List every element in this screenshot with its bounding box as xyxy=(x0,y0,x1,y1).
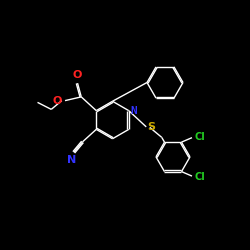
Text: Cl: Cl xyxy=(194,172,205,182)
Text: S: S xyxy=(148,122,156,132)
Text: O: O xyxy=(52,96,62,106)
Text: N: N xyxy=(68,155,77,165)
Text: O: O xyxy=(73,70,82,80)
Text: N: N xyxy=(131,106,138,116)
Text: Cl: Cl xyxy=(194,132,205,142)
